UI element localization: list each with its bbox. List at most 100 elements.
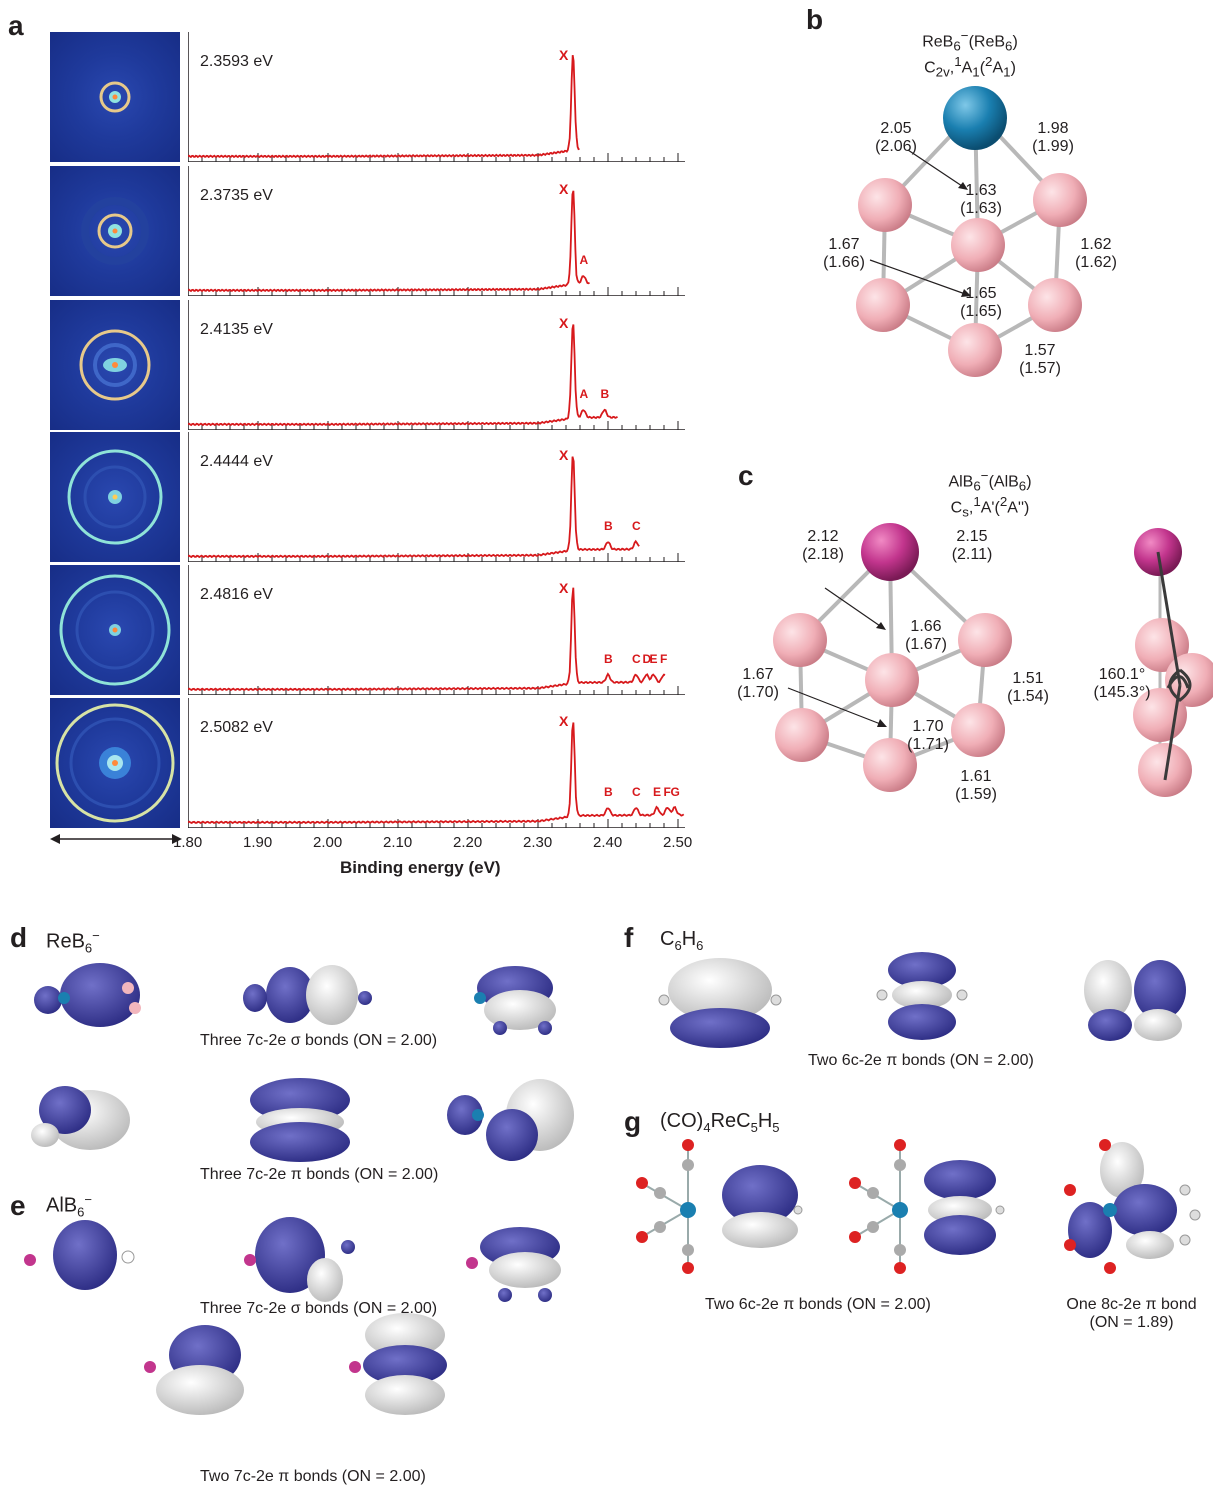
photon-energy-label: 2.4816 eV <box>200 586 273 603</box>
panel-d-caption-pi: Three 7c-2e π bonds (ON = 2.00) <box>200 1166 439 1183</box>
peak-label-b: B <box>601 387 610 401</box>
panel-label-e: e <box>10 1190 26 1221</box>
x-tick-label: 2.30 <box>523 834 553 851</box>
x-tick-label: 2.50 <box>663 834 693 851</box>
peak-label-g: G <box>671 785 680 799</box>
spectrum-line <box>187 456 640 559</box>
spectrum-line <box>187 55 580 159</box>
spectrum-axis <box>187 166 685 297</box>
spectrum-panel-5: 2.4816 eV X B C D E F <box>187 565 685 696</box>
peak-label-a: A <box>580 387 589 401</box>
x-tick-label: 2.00 <box>313 834 343 851</box>
c-label-1: 2.12 (2.18) <box>802 528 844 563</box>
b-label-6: 1.65 (1.65) <box>960 285 1002 320</box>
peak-label-x: X <box>559 47 569 63</box>
photon-energy-label: 2.5082 eV <box>200 719 273 736</box>
peak-label-e: E <box>653 785 661 799</box>
panel-c-structure <box>773 523 1213 797</box>
peak-label-b: B <box>604 785 613 799</box>
peak-label-f: F <box>660 652 667 666</box>
photon-energy-label: 2.4135 eV <box>200 321 273 338</box>
spectrum-line <box>187 587 666 692</box>
panel-label-d: d <box>10 922 28 953</box>
panel-b-structure <box>856 86 1087 377</box>
peak-label-d: D <box>643 652 652 666</box>
panel-label-a: a <box>8 10 24 41</box>
peak-label-e: E <box>650 652 658 666</box>
c-label-2: 2.15 (2.11) <box>951 528 993 563</box>
photon-energy-label: 2.3593 eV <box>200 53 273 70</box>
b-label-1: 2.05 (2.06) <box>875 120 917 155</box>
panel-e-caption-sigma: Three 7c-2e σ bonds (ON = 2.00) <box>200 1300 438 1317</box>
b-label-2: 1.98 (1.99) <box>1032 120 1074 155</box>
photon-energy-label: 2.4444 eV <box>200 453 273 470</box>
photon-energy-label: 2.3735 eV <box>200 187 273 204</box>
peak-label-a: A <box>580 253 589 267</box>
vmi-image-1 <box>50 32 180 162</box>
x-tick-label: 2.40 <box>593 834 623 851</box>
panel-c-title: AlB6−(AlB6) Cs,1A'(2A'') <box>948 468 1032 520</box>
vmi-image-3 <box>50 300 180 430</box>
x-tick-label: 2.20 <box>453 834 483 851</box>
spectrum-panel-4: 2.4444 eV X B C <box>187 432 685 563</box>
panel-g-caption-1: Two 6c-2e π bonds (ON = 2.00) <box>705 1296 931 1313</box>
x-tick-label: 2.10 <box>383 834 413 851</box>
panel-g-caption-2: One 8c-2e π bond (ON = 1.89) <box>1066 1296 1197 1331</box>
spectrum-panel-6: 2.5082 eV X B C E F G <box>187 698 685 829</box>
spectrum-axis <box>187 565 685 696</box>
scale-double-arrow <box>50 834 182 844</box>
spectrum-line <box>187 324 619 427</box>
panel-d-caption-sigma: Three 7c-2e σ bonds (ON = 2.00) <box>200 1032 438 1049</box>
panel-label-f: f <box>624 922 634 953</box>
vmi-image-4 <box>50 432 180 562</box>
spectrum-axis <box>187 432 685 563</box>
panel-e-caption-pi: Two 7c-2e π bonds (ON = 2.00) <box>200 1468 426 1485</box>
c-label-7: 1.61 (1.59) <box>955 768 997 803</box>
panel-label-g: g <box>624 1106 642 1137</box>
panel-b-title: ReB6−(ReB6) C2v,1A1(2A1) <box>922 28 1018 80</box>
spectrum-panel-3: 2.4135 eV X A B <box>187 300 685 431</box>
panel-label-c: c <box>738 460 754 491</box>
spectrum-axis <box>187 698 685 829</box>
peak-label-b: B <box>604 652 613 666</box>
panel-f-caption: Two 6c-2e π bonds (ON = 2.00) <box>808 1052 1034 1069</box>
peak-label-x: X <box>559 713 569 729</box>
c-label-3: 1.66 (1.67) <box>905 618 947 653</box>
x-tick-label: 1.80 <box>173 834 203 851</box>
panel-e-title: AlB6− <box>46 1192 92 1220</box>
spectrum-axis <box>187 300 685 431</box>
b-label-5: 1.62 (1.62) <box>1075 236 1117 271</box>
c-label-5: 1.51 (1.54) <box>1007 670 1049 705</box>
spectrum-axis <box>187 32 685 163</box>
x-axis-label: Binding energy (eV) <box>340 858 501 877</box>
panel-f-title: C6H6 <box>660 928 704 953</box>
vmi-image-6 <box>50 698 180 828</box>
panel-d-orbitals <box>31 963 574 1162</box>
panel-label-b: b <box>806 4 824 35</box>
peak-label-c: C <box>632 785 641 799</box>
peak-label-f: F <box>664 785 671 799</box>
panel-g-orbitals <box>636 1139 1201 1274</box>
panel-f-orbitals <box>658 952 1186 1048</box>
peak-label-b: B <box>604 519 613 533</box>
c-label-4: 1.67 (1.70) <box>737 666 779 701</box>
x-tick-label: 1.90 <box>243 834 273 851</box>
panel-e-orbitals <box>24 1217 561 1415</box>
spectrum-line <box>187 190 590 293</box>
c-label-6: 1.70 (1.71) <box>907 718 949 753</box>
spectrum-line <box>187 722 685 825</box>
peak-label-c: C <box>632 519 641 533</box>
peak-label-x: X <box>559 580 569 596</box>
vmi-image-2 <box>50 166 180 296</box>
vmi-image-5 <box>50 565 180 695</box>
b-label-3: 1.63 (1.63) <box>960 182 1002 217</box>
c-angle-label: 160.1° (145.3°) <box>1093 666 1151 701</box>
panel-g-title: (CO)4ReC5H5 <box>660 1110 780 1135</box>
peak-label-x: X <box>559 315 569 331</box>
spectrum-panel-2: 2.3735 eV X A <box>187 166 685 297</box>
b-label-4: 1.67 (1.66) <box>823 236 865 271</box>
spectrum-panel-1: 2.3593 eV X <box>187 32 685 163</box>
b-label-7: 1.57 (1.57) <box>1019 342 1061 377</box>
panel-d-title: ReB6− <box>46 928 100 956</box>
peak-label-x: X <box>559 447 569 463</box>
